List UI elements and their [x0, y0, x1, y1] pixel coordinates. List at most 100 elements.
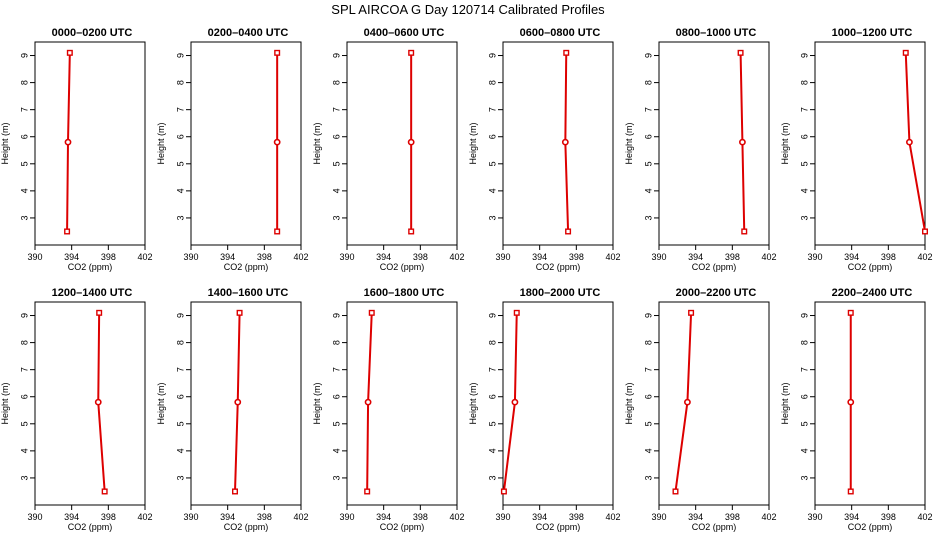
- data-point: [561, 138, 569, 146]
- data-point: [407, 138, 415, 146]
- x-tick-label: 398: [257, 252, 272, 262]
- x-tick-label: 390: [651, 252, 666, 262]
- page-title: SPL AIRCOA G Day 120714 Calibrated Profi…: [331, 2, 605, 17]
- y-tick-label: 9: [799, 53, 809, 58]
- x-axis-label: CO2 (ppm): [380, 522, 425, 532]
- data-point: [94, 398, 102, 406]
- y-axis-label: Height (m): [0, 122, 10, 164]
- y-tick-label: 5: [487, 421, 497, 426]
- x-tick-label: 398: [725, 252, 740, 262]
- x-axis-label: CO2 (ppm): [536, 522, 581, 532]
- panel-title: 1400–1600 UTC: [208, 287, 289, 299]
- data-point: [64, 228, 71, 235]
- plot-frame: [346, 301, 458, 506]
- x-tick-label: 398: [725, 512, 740, 522]
- x-tick-label: 402: [917, 512, 932, 522]
- x-axis-label: CO2 (ppm): [848, 262, 893, 272]
- data-point: [672, 488, 679, 495]
- x-tick-label: 402: [137, 252, 152, 262]
- panel-title: 0400–0600 UTC: [364, 27, 445, 39]
- y-axis-label: Height (m): [312, 122, 322, 164]
- x-tick-label: 398: [413, 252, 428, 262]
- y-tick-label: 6: [643, 134, 653, 139]
- y-axis-label: Height (m): [156, 122, 166, 164]
- y-tick-label: 3: [175, 475, 185, 480]
- x-tick-label: 398: [569, 512, 584, 522]
- x-tick-label: 394: [532, 512, 547, 522]
- y-tick-label: 9: [487, 53, 497, 58]
- y-tick-label: 6: [799, 134, 809, 139]
- data-point: [847, 309, 854, 316]
- y-tick-label: 3: [19, 215, 29, 220]
- y-tick-label: 4: [175, 188, 185, 193]
- y-tick-label: 8: [487, 340, 497, 345]
- y-tick-label: 5: [331, 161, 341, 166]
- profile-panel: 0000–0200 UTC 390 394 398 402 CO2 (ppm) 3 4 5 6 7 8…: [0, 27, 153, 272]
- y-tick-label: 6: [487, 134, 497, 139]
- x-axis-label: CO2 (ppm): [224, 262, 269, 272]
- y-tick-label: 9: [331, 313, 341, 318]
- data-point: [513, 309, 520, 316]
- data-point: [274, 228, 281, 235]
- y-tick-label: 6: [331, 394, 341, 399]
- y-tick-label: 5: [331, 421, 341, 426]
- panel-title: 2200–2400 UTC: [832, 287, 913, 299]
- x-tick-label: 394: [376, 512, 391, 522]
- y-tick-label: 7: [331, 107, 341, 112]
- y-tick-label: 9: [643, 53, 653, 58]
- data-point: [364, 398, 372, 406]
- y-tick-label: 8: [799, 80, 809, 85]
- x-tick-label: 390: [807, 252, 822, 262]
- y-tick-label: 5: [19, 161, 29, 166]
- y-tick-label: 9: [19, 313, 29, 318]
- y-tick-label: 9: [175, 313, 185, 318]
- y-tick-label: 3: [643, 475, 653, 480]
- profile-panel: 0800–1000 UTC 390 394 398 402 CO2 (ppm) 3 4 5 6 7 8…: [624, 27, 777, 272]
- y-tick-label: 5: [799, 421, 809, 426]
- x-tick-label: 394: [532, 252, 547, 262]
- y-tick-label: 7: [643, 107, 653, 112]
- x-tick-label: 402: [917, 252, 932, 262]
- data-point: [563, 49, 570, 56]
- x-tick-label: 390: [27, 252, 42, 262]
- y-axis-label: Height (m): [624, 382, 634, 424]
- y-tick-label: 5: [19, 421, 29, 426]
- y-tick-label: 3: [799, 215, 809, 220]
- data-point: [364, 488, 371, 495]
- y-tick-label: 5: [643, 421, 653, 426]
- panel-title: 1800–2000 UTC: [520, 287, 601, 299]
- y-axis-label: Height (m): [0, 382, 10, 424]
- y-tick-label: 7: [19, 367, 29, 372]
- y-tick-label: 4: [643, 448, 653, 453]
- plot-frame: [34, 301, 146, 506]
- y-tick-label: 6: [487, 394, 497, 399]
- x-tick-label: 402: [761, 512, 776, 522]
- data-point: [274, 49, 281, 56]
- y-tick-label: 4: [175, 448, 185, 453]
- y-axis-label: Height (m): [780, 382, 790, 424]
- y-tick-label: 8: [799, 340, 809, 345]
- data-point: [408, 228, 415, 235]
- y-tick-label: 6: [331, 134, 341, 139]
- y-tick-label: 3: [487, 475, 497, 480]
- y-tick-label: 3: [331, 215, 341, 220]
- x-tick-label: 398: [881, 252, 896, 262]
- x-tick-label: 402: [605, 252, 620, 262]
- x-axis-label: CO2 (ppm): [692, 262, 737, 272]
- y-tick-label: 6: [175, 134, 185, 139]
- x-axis-label: CO2 (ppm): [68, 522, 113, 532]
- y-tick-label: 4: [643, 188, 653, 193]
- plot-frame: [814, 301, 926, 506]
- panel-title: 0200–0400 UTC: [208, 27, 289, 39]
- plot-frame: [190, 41, 302, 246]
- x-tick-label: 394: [844, 252, 859, 262]
- x-tick-label: 394: [220, 512, 235, 522]
- data-point: [408, 49, 415, 56]
- data-point: [234, 398, 242, 406]
- x-tick-label: 402: [605, 512, 620, 522]
- y-tick-label: 4: [19, 188, 29, 193]
- y-tick-label: 3: [331, 475, 341, 480]
- x-tick-label: 394: [220, 252, 235, 262]
- y-axis-label: Height (m): [312, 382, 322, 424]
- profile-panel: 1400–1600 UTC 390 394 398 402 CO2 (ppm) 3 4 5 6 7 8…: [156, 287, 309, 532]
